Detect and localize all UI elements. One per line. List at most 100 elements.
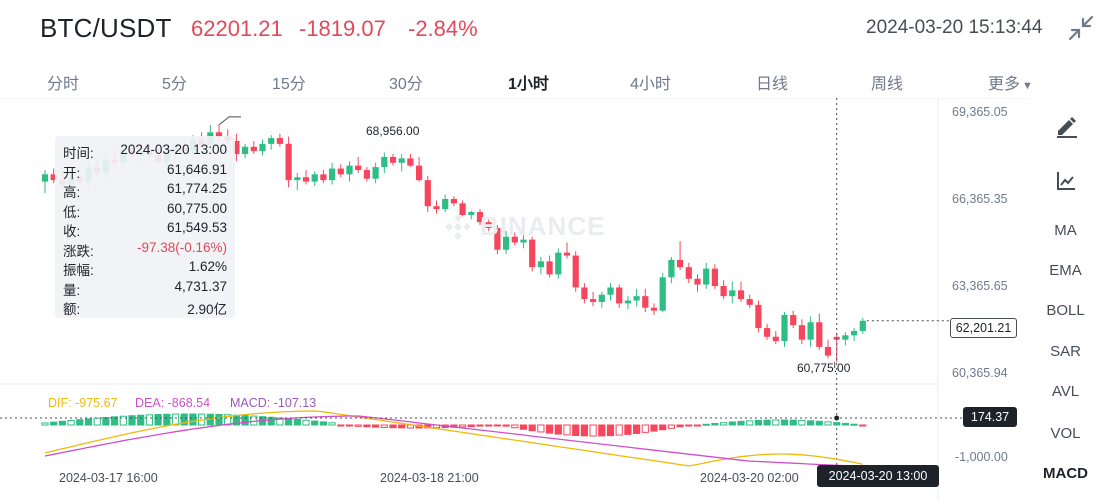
macd-hist-bar xyxy=(467,424,475,428)
candle-body xyxy=(563,252,571,256)
tab-more[interactable]: 更多 ▼ xyxy=(988,70,1033,94)
macd-hist-bar xyxy=(224,414,232,426)
tooltip-value: 2.90亿 xyxy=(187,302,227,317)
tooltip-row: 低: 60,775.00 xyxy=(63,201,227,221)
candle-body xyxy=(624,300,631,304)
macd-hist-bar xyxy=(215,413,223,426)
macd-hist-bar xyxy=(511,424,519,429)
macd-hist-bar xyxy=(720,422,728,426)
macd-hist-bar xyxy=(807,420,815,426)
candle-body xyxy=(737,290,745,300)
macd-hist-bar xyxy=(154,414,162,426)
candle-body xyxy=(572,255,579,288)
candle-body xyxy=(555,252,562,275)
candle-body xyxy=(320,174,327,181)
candle-body xyxy=(276,138,283,144)
tooltip-value: 4,731.37 xyxy=(174,278,227,294)
candle-body xyxy=(476,212,484,223)
tooltip-value: -97.38(-0.16%) xyxy=(136,239,227,255)
macd-hist-bar xyxy=(345,424,354,427)
candle-body xyxy=(650,307,658,311)
indicator-ema[interactable]: EMA xyxy=(1049,262,1082,279)
candle-body xyxy=(268,138,275,144)
ticker-header: BTC/USDT 62201.21 -1819.07 -2.84% 2024-0… xyxy=(0,0,1111,60)
indicator-macd[interactable]: MACD xyxy=(1043,465,1088,482)
collapse-arrows-icon[interactable] xyxy=(1067,14,1095,42)
indicator-ma[interactable]: MA xyxy=(1054,222,1077,239)
tooltip-key: 振幅: xyxy=(63,263,94,278)
time-axis-label: 2024-03-20 02:00 xyxy=(700,471,799,485)
candle-body xyxy=(659,277,666,311)
tab-1h[interactable]: 1小时 xyxy=(508,76,549,93)
macd-hist-bar xyxy=(180,413,188,426)
pair-title[interactable]: BTC/USDT xyxy=(40,13,172,43)
tooltip-row: 振幅: 1.62% xyxy=(63,259,227,279)
candle-body xyxy=(720,286,727,297)
indicator-sar[interactable]: SAR xyxy=(1050,343,1081,360)
macd-hist-bar xyxy=(502,424,510,427)
tooltip-value: 61,774.25 xyxy=(166,181,227,196)
indicator-vol[interactable]: VOL xyxy=(1050,425,1081,442)
macd-hist-bar xyxy=(693,424,702,427)
macd-axis-label: -1,000.00 xyxy=(955,450,1008,464)
tab-1d[interactable]: 日线 xyxy=(756,76,789,93)
chart-line-icon[interactable] xyxy=(1055,170,1077,192)
crosshair-time-tag: 2024-03-20 13:00 xyxy=(817,465,939,487)
candle-body xyxy=(703,268,710,285)
macd-hist-bar xyxy=(67,419,75,426)
macd-hist-bar xyxy=(119,415,127,426)
candle-body xyxy=(41,174,49,182)
draw-pen-icon[interactable] xyxy=(1055,114,1077,138)
candle-body xyxy=(746,299,753,305)
candle-body xyxy=(590,299,597,302)
last-price: 62201.21 xyxy=(191,16,283,41)
candle-body xyxy=(851,330,858,336)
candle-body xyxy=(824,346,832,356)
price-axis-label: 66,365.35 xyxy=(952,192,1008,206)
macd-hist-bar xyxy=(580,424,588,437)
macd-hist-bar xyxy=(711,422,719,426)
tab-15m[interactable]: 15分 xyxy=(272,76,306,93)
indicator-sidebar: MA EMA BOLL SAR AVL VOL MACD xyxy=(1030,98,1111,500)
candle-body xyxy=(285,143,292,181)
candle-body xyxy=(424,180,431,207)
time-axis-label: 2024-03-17 16:00 xyxy=(59,471,158,485)
macd-hist-bar xyxy=(337,424,345,427)
candle-body xyxy=(485,222,492,228)
macd-hist-bar xyxy=(319,421,327,426)
macd-hist-bar xyxy=(389,424,397,429)
tooltip-row: 额: 2.90亿 xyxy=(63,298,227,318)
price-axis-label: 60,365.94 xyxy=(952,366,1008,380)
candle-body xyxy=(642,296,649,308)
macd-hist-bar xyxy=(276,417,284,426)
candle-body xyxy=(677,259,684,268)
candle-body xyxy=(694,278,701,285)
tooltip-value: 1.62% xyxy=(188,259,227,274)
tooltip-key: 额: xyxy=(63,302,81,317)
indicator-avl[interactable]: AVL xyxy=(1051,383,1080,400)
tab-time-share[interactable]: 分时 xyxy=(47,76,80,93)
candle-body xyxy=(372,167,379,179)
macd-hist-bar xyxy=(267,416,275,426)
candle-body xyxy=(215,132,223,137)
price-change-percent: -2.84% xyxy=(408,16,478,41)
dif-label: DIF: -975.67 xyxy=(48,396,118,410)
macd-hist-bar xyxy=(789,419,797,426)
tooltip-row: 涨跌: -97.38(-0.16%) xyxy=(63,240,227,260)
macd-hist-bar xyxy=(841,422,849,426)
candle-body xyxy=(398,158,405,163)
price-axis-label: 69,365.05 xyxy=(952,105,1008,119)
tab-30m[interactable]: 30分 xyxy=(389,76,423,93)
tab-5m[interactable]: 5分 xyxy=(162,76,187,93)
macd-hist-bar xyxy=(685,424,693,427)
tab-4h[interactable]: 4小时 xyxy=(630,76,671,93)
macd-hist-bar xyxy=(537,424,545,433)
candle-body xyxy=(798,325,805,340)
candle-body xyxy=(337,168,344,175)
macd-hist-bar xyxy=(554,424,562,435)
indicator-boll[interactable]: BOLL xyxy=(1046,302,1085,319)
current-datetime: 2024-03-20 15:13:44 xyxy=(866,17,1043,38)
tab-1w[interactable]: 周线 xyxy=(871,76,904,93)
macd-hist-bar xyxy=(128,415,136,426)
candle-body xyxy=(685,267,692,279)
